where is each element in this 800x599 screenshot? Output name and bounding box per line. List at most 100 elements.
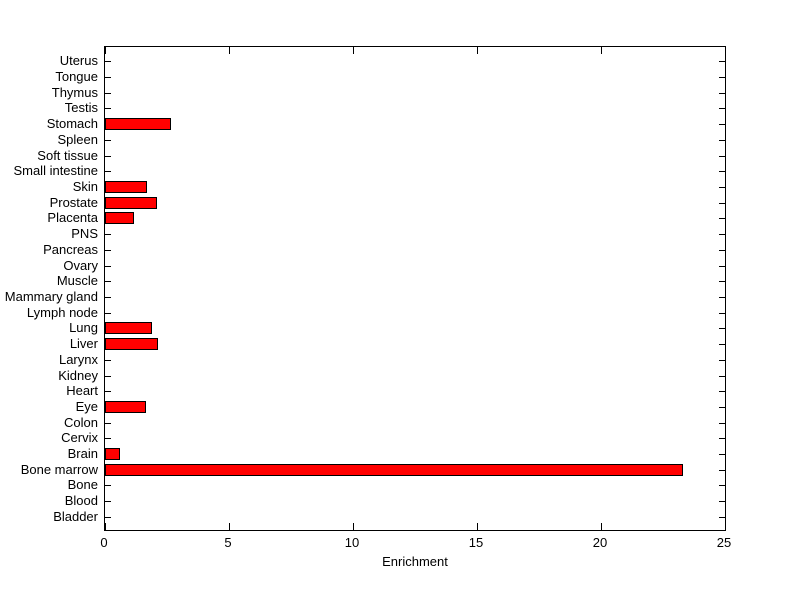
y-tick-label: Placenta [47,210,98,225]
bar-bone-marrow [105,464,683,476]
bar-liver [105,338,158,350]
y-tick-mark [105,313,111,314]
y-tick-mark [719,203,725,204]
y-tick-mark [105,391,111,392]
y-tick-mark [105,501,111,502]
y-tick-mark [719,438,725,439]
bar-placenta [105,212,134,224]
y-tick-label: Cervix [61,430,98,445]
y-tick-label: Muscle [56,273,98,288]
y-tick-mark [719,407,725,408]
y-tick-mark [719,93,725,94]
y-tick-label: Larynx [58,352,98,367]
y-tick-mark [719,454,725,455]
y-tick-mark [105,360,111,361]
x-tick-label: 15 [468,535,484,550]
y-tick-label: Spleen [57,132,98,147]
x-tick-mark [105,47,106,54]
y-tick-label: Testis [64,100,98,115]
y-tick-mark [719,108,725,109]
y-tick-label: Thymus [51,85,98,100]
y-tick-mark [719,297,725,298]
y-tick-label: PNS [71,226,98,241]
y-tick-label: Mammary gland [4,289,98,304]
y-tick-label: Tongue [55,69,98,84]
x-tick-label: 0 [100,535,108,550]
x-axis-title: Enrichment [382,554,448,569]
y-tick-mark [105,423,111,424]
y-tick-label: Stomach [46,116,98,131]
x-tick-mark [477,47,478,54]
x-tick-mark [601,523,602,530]
x-tick-mark [725,523,726,530]
x-tick-label: 10 [344,535,360,550]
y-tick-mark [105,234,111,235]
x-tick-mark [601,47,602,54]
x-tick-mark [229,47,230,54]
y-tick-label: Bladder [53,509,98,524]
y-tick-mark [105,485,111,486]
y-tick-mark [105,156,111,157]
y-tick-mark [105,93,111,94]
y-tick-mark [105,281,111,282]
y-tick-mark [105,171,111,172]
y-tick-mark [719,156,725,157]
x-tick-mark [105,523,106,530]
y-tick-mark [105,297,111,298]
y-tick-label: Heart [66,383,98,398]
bar-eye [105,401,146,413]
x-tick-mark [477,523,478,530]
y-tick-label: Small intestine [13,163,98,178]
y-tick-mark [719,470,725,471]
y-tick-mark [719,376,725,377]
y-tick-mark [719,124,725,125]
y-tick-label: Lung [69,320,98,335]
y-tick-label: Ovary [63,258,98,273]
y-tick-label: Prostate [49,195,98,210]
y-tick-label: Bone marrow [20,462,98,477]
x-tick-label: 25 [716,535,732,550]
y-tick-label: Colon [64,415,98,430]
y-tick-label: Uterus [59,53,98,68]
y-tick-label: Brain [67,446,98,461]
y-tick-mark [105,250,111,251]
plot-area [104,46,726,531]
y-tick-mark [719,61,725,62]
y-tick-mark [105,140,111,141]
y-tick-mark [719,266,725,267]
y-tick-mark [105,61,111,62]
y-tick-mark [719,218,725,219]
x-tick-label: 20 [592,535,608,550]
x-tick-label: 5 [224,535,232,550]
y-tick-mark [719,171,725,172]
x-tick-mark [353,523,354,530]
y-tick-label: Soft tissue [37,148,98,163]
bar-skin [105,181,147,193]
y-tick-label: Pancreas [43,242,98,257]
y-tick-mark [719,391,725,392]
bar-stomach [105,118,171,130]
y-tick-mark [719,77,725,78]
y-tick-label: Kidney [58,368,98,383]
y-tick-mark [105,438,111,439]
y-tick-mark [719,187,725,188]
y-tick-mark [105,517,111,518]
x-tick-mark [353,47,354,54]
y-tick-mark [719,423,725,424]
y-tick-mark [105,108,111,109]
x-tick-mark [725,47,726,54]
bar-lung [105,322,152,334]
y-tick-mark [105,266,111,267]
y-tick-mark [719,328,725,329]
bar-brain [105,448,120,460]
y-tick-label: Bone [67,477,98,492]
y-tick-label: Lymph node [26,305,98,320]
x-tick-mark [229,523,230,530]
bar-prostate [105,197,157,209]
y-tick-mark [719,360,725,361]
y-tick-mark [719,250,725,251]
y-tick-mark [719,344,725,345]
y-tick-mark [719,501,725,502]
y-tick-label: Eye [75,399,98,414]
